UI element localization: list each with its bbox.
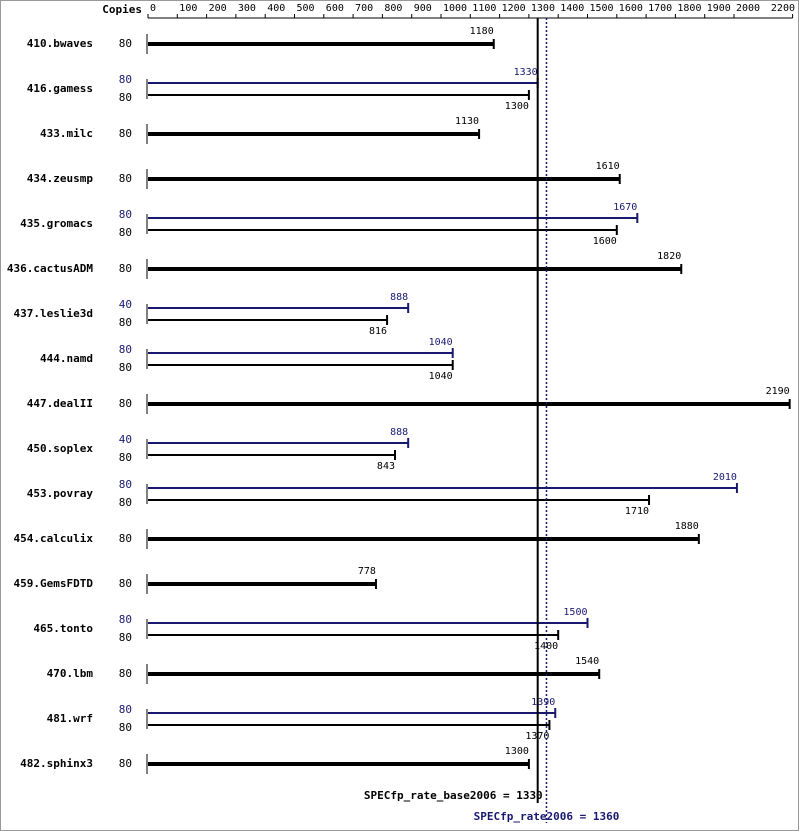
copies-label: 80 [119, 127, 132, 140]
value-label: 1710 [625, 506, 649, 517]
value-label: 1880 [675, 521, 699, 532]
value-label: 1610 [596, 161, 620, 172]
value-label: 1540 [575, 656, 599, 667]
reference-label: SPECfp_rate2006 = 1360 [474, 810, 620, 823]
value-label: 2190 [766, 386, 790, 397]
copies-label: 40 [119, 298, 132, 311]
value-label: 816 [369, 326, 387, 337]
x-tick-label: 2000 [736, 3, 760, 14]
value-label: 843 [377, 461, 395, 472]
copies-label: 80 [119, 316, 132, 329]
value-label: 1820 [657, 251, 681, 262]
copies-label: 80 [119, 37, 132, 50]
value-label: 1390 [531, 697, 555, 708]
copies-label: 80 [119, 208, 132, 221]
x-tick-label: 300 [238, 3, 256, 14]
copies-label: 80 [119, 703, 132, 716]
x-tick-label: 1700 [648, 3, 672, 14]
x-tick-label: 100 [179, 3, 197, 14]
copies-header: Copies [102, 3, 142, 16]
benchmark-label: 416.gamess [27, 82, 93, 95]
copies-label: 80 [119, 721, 132, 734]
value-label: 1500 [563, 607, 587, 618]
x-tick-label: 400 [267, 3, 285, 14]
value-label: 778 [358, 566, 376, 577]
x-tick-label: 200 [209, 3, 227, 14]
benchmark-label: 454.calculix [14, 532, 94, 545]
copies-label: 80 [119, 451, 132, 464]
x-tick-label: 700 [355, 3, 373, 14]
benchmark-label: 481.wrf [47, 712, 93, 725]
x-tick-label: 900 [414, 3, 432, 14]
value-label: 1130 [455, 116, 479, 127]
x-tick-label: 1200 [502, 3, 526, 14]
copies-label: 80 [119, 226, 132, 239]
x-tick-label: 1800 [677, 3, 701, 14]
benchmark-label: 450.soplex [27, 442, 94, 455]
benchmark-label: 459.GemsFDTD [14, 577, 94, 590]
x-tick-label: 1100 [472, 3, 496, 14]
copies-label: 80 [119, 343, 132, 356]
benchmark-label: 465.tonto [33, 622, 93, 635]
benchmark-label: 447.dealII [27, 397, 93, 410]
copies-label: 80 [119, 757, 132, 770]
benchmark-label: 437.leslie3d [14, 307, 93, 320]
copies-label: 40 [119, 433, 132, 446]
benchmark-label: 433.milc [40, 127, 93, 140]
benchmark-label: 470.lbm [47, 667, 94, 680]
x-tick-label: 1900 [707, 3, 731, 14]
x-tick-label: 800 [384, 3, 402, 14]
value-label: 1330 [514, 67, 538, 78]
copies-label: 80 [119, 397, 132, 410]
x-tick-label: 500 [297, 3, 315, 14]
copies-label: 80 [119, 361, 132, 374]
benchmark-label: 482.sphinx3 [20, 757, 93, 770]
copies-label: 80 [119, 496, 132, 509]
copies-label: 80 [119, 532, 132, 545]
reference-label: SPECfp_rate_base2006 = 1330 [364, 789, 543, 802]
copies-label: 80 [119, 172, 132, 185]
benchmark-label: 435.gromacs [20, 217, 93, 230]
x-tick-label: 600 [326, 3, 344, 14]
value-label: 1300 [505, 746, 529, 757]
x-tick-label: 1400 [560, 3, 584, 14]
copies-label: 80 [119, 631, 132, 644]
value-label: 1670 [613, 202, 637, 213]
x-tick-label: 1000 [443, 3, 467, 14]
value-label: 1040 [429, 337, 453, 348]
benchmark-label: 436.cactusADM [7, 262, 93, 275]
value-label: 2010 [713, 472, 737, 483]
copies-label: 80 [119, 667, 132, 680]
x-tick-label: 1600 [619, 3, 643, 14]
value-label: 888 [390, 292, 408, 303]
copies-label: 80 [119, 478, 132, 491]
x-tick-label: 0 [150, 3, 156, 14]
value-label: 888 [390, 427, 408, 438]
value-label: 1180 [470, 26, 494, 37]
copies-label: 80 [119, 613, 132, 626]
value-label: 1040 [429, 371, 453, 382]
benchmark-label: 453.povray [27, 487, 94, 500]
benchmark-label: 434.zeusmp [27, 172, 94, 185]
copies-label: 80 [119, 262, 132, 275]
value-label: 1600 [593, 236, 617, 247]
benchmark-label: 444.namd [40, 352, 93, 365]
copies-label: 80 [119, 73, 132, 86]
copies-label: 80 [119, 577, 132, 590]
benchmark-label: 410.bwaves [27, 37, 93, 50]
value-label: 1300 [505, 101, 529, 112]
x-tick-label: 1500 [590, 3, 614, 14]
x-tick-label: 2200 [771, 3, 795, 14]
copies-label: 80 [119, 91, 132, 104]
x-tick-label: 1300 [531, 3, 555, 14]
